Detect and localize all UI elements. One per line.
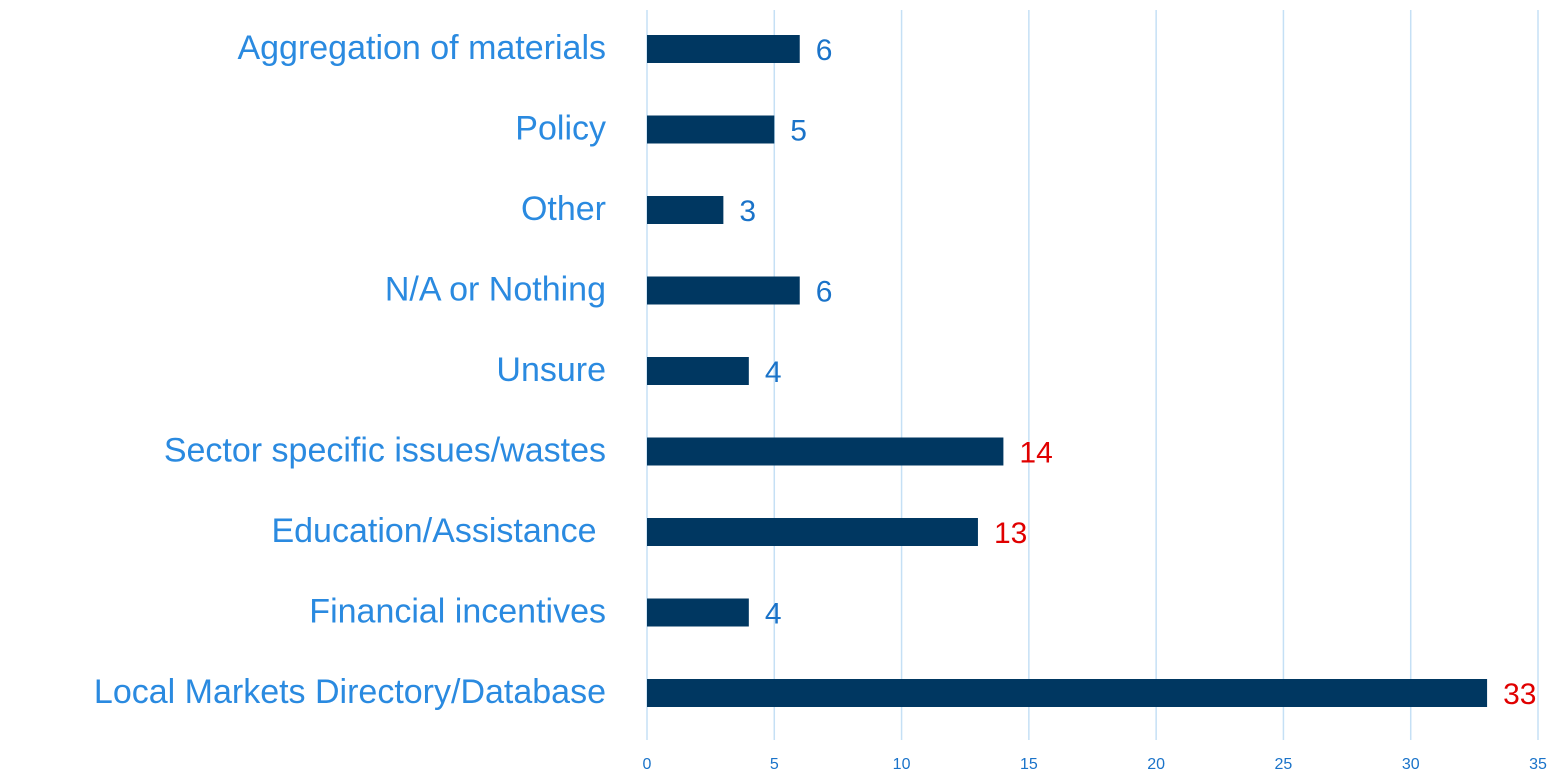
bar: [647, 276, 800, 305]
bar: [647, 35, 800, 63]
y-tick-label: Other: [521, 190, 606, 228]
x-tick-label: 0: [643, 756, 652, 773]
x-tick-label: 30: [1402, 756, 1420, 773]
bar: [647, 598, 749, 627]
y-tick-label: N/A or Nothing: [385, 270, 606, 308]
y-tick-label: Sector specific issues/wastes: [164, 431, 606, 469]
y-tick-label: Financial incentives: [309, 592, 606, 630]
x-tick-label: 25: [1275, 756, 1293, 773]
y-tick-label: Local Markets Directory/Database: [94, 673, 606, 711]
value-label: 13: [994, 517, 1027, 550]
value-label: 6: [816, 275, 833, 308]
bar: [647, 357, 749, 385]
value-label: 3: [739, 195, 756, 228]
x-tick-label: 15: [1020, 756, 1038, 773]
value-label: 4: [765, 356, 782, 389]
bar: [647, 518, 978, 546]
x-tick-label: 5: [770, 756, 779, 773]
bar: [647, 437, 1004, 466]
value-label: 5: [790, 114, 807, 147]
value-label: 4: [765, 597, 782, 630]
bar: [647, 115, 775, 144]
x-tick-label: 35: [1529, 756, 1547, 773]
value-label: 33: [1503, 678, 1536, 711]
y-tick-label: Education/Assistance: [271, 512, 606, 550]
y-tick-label: Aggregation of materials: [237, 29, 606, 67]
y-tick-label: Policy: [515, 109, 606, 147]
value-label: 6: [816, 34, 833, 67]
bar: [647, 679, 1488, 707]
x-tick-label: 10: [893, 756, 911, 773]
bar: [647, 196, 724, 224]
y-tick-label: Unsure: [496, 351, 606, 389]
value-label: 14: [1019, 436, 1052, 469]
x-tick-label: 20: [1147, 756, 1165, 773]
